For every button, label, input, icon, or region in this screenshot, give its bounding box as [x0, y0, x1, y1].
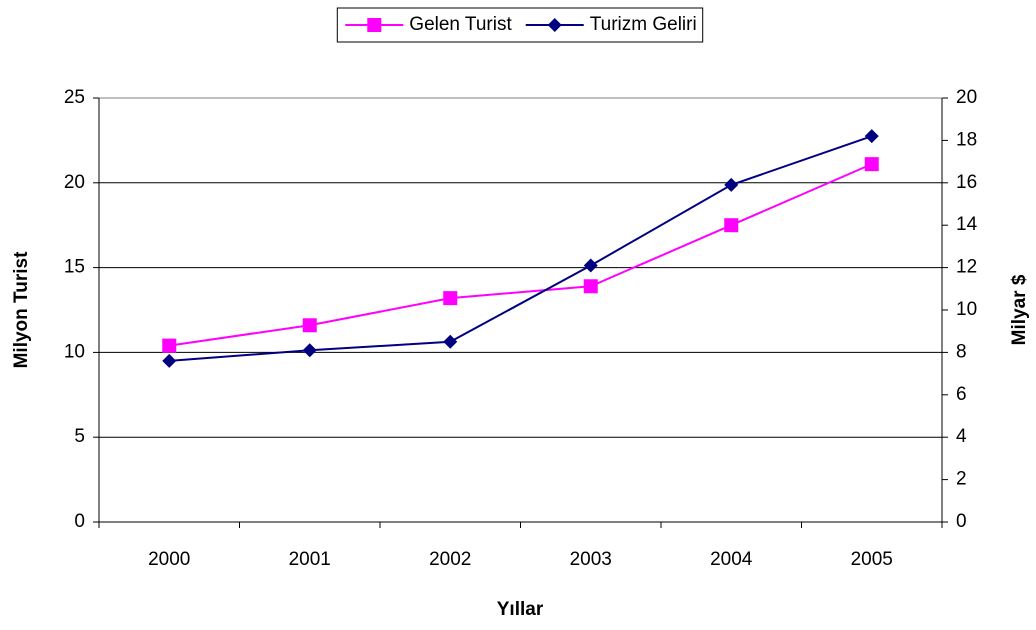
y-tick-label: 10 — [64, 341, 85, 362]
y2-tick-label: 6 — [956, 384, 967, 405]
point — [162, 353, 177, 368]
y2-tick-label: 10 — [956, 299, 977, 320]
point — [724, 177, 739, 192]
y2-tick-label: 0 — [956, 511, 967, 532]
point — [583, 258, 598, 273]
y2-tick-label: 4 — [956, 426, 967, 447]
legend-marker — [547, 18, 562, 32]
y2-axis-label: Milyar $ — [1009, 274, 1030, 345]
y-tick-label: 25 — [64, 87, 85, 108]
legend-item: Turizm Geliri — [525, 14, 697, 35]
x-tick-label: 2003 — [570, 549, 612, 570]
x-tick-label: 2002 — [429, 549, 471, 570]
y-tick-label: 20 — [64, 172, 85, 193]
point — [443, 334, 458, 349]
x-tick-label: 2005 — [851, 549, 893, 570]
x-tick-label: 2001 — [289, 549, 331, 570]
series-line — [169, 163, 873, 347]
legend: Gelen Turist Turizm Geliri — [336, 7, 704, 43]
legend-item: Gelen Turist — [345, 14, 512, 35]
y2-tick-label: 18 — [956, 129, 977, 150]
point — [443, 291, 458, 306]
y-tick-label: 15 — [64, 257, 85, 278]
y2-tick-label: 2 — [956, 469, 967, 490]
legend-label: Gelen Turist — [409, 14, 512, 35]
point — [583, 279, 598, 294]
y-tick-label: 5 — [74, 426, 85, 447]
x-tick-label: 2004 — [710, 549, 753, 570]
y2-tick-label: 16 — [956, 172, 977, 193]
y2-tick-label: 14 — [956, 214, 978, 235]
y-axis-label: Milyon Turist — [11, 251, 32, 368]
y-tick-label: 0 — [74, 511, 85, 532]
point — [302, 343, 317, 358]
x-tick-label: 2000 — [148, 549, 190, 570]
point — [302, 318, 317, 333]
point — [864, 157, 879, 172]
legend-label: Turizm Geliri — [590, 14, 697, 35]
legend-marker — [367, 18, 382, 32]
point — [724, 218, 739, 233]
x-axis-label: Yıllar — [497, 599, 544, 620]
point — [162, 338, 177, 353]
point — [864, 129, 879, 144]
y2-tick-label: 20 — [956, 87, 977, 108]
series-line — [169, 135, 873, 362]
y2-tick-label: 8 — [956, 341, 967, 362]
y2-tick-label: 12 — [956, 257, 977, 278]
